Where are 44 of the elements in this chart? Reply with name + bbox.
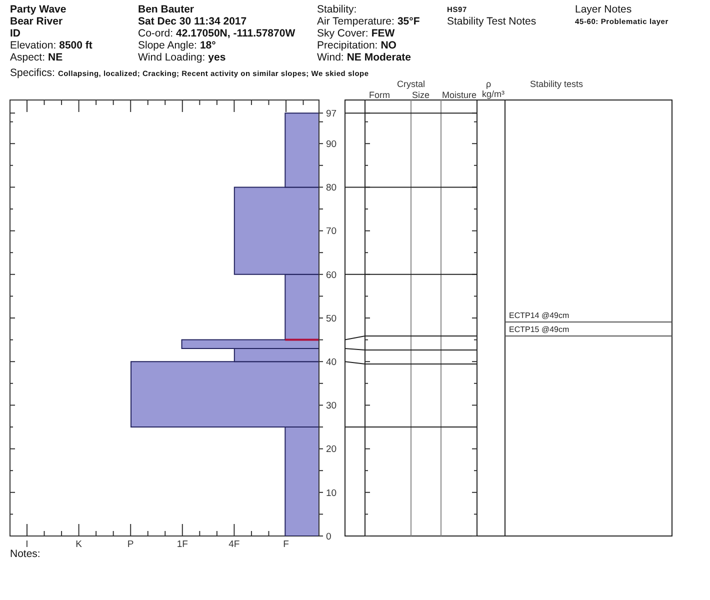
y-tick-label: 80: [326, 182, 337, 194]
text: Sky Cover: FEW: [317, 28, 395, 40]
text: Party Wave: [10, 4, 66, 16]
y-tick-label: 50: [326, 313, 337, 324]
y-tick-label: 40: [326, 356, 337, 368]
y-tick-label: 90: [326, 138, 337, 150]
y-tick-label: 0: [326, 531, 332, 542]
text: Form: [369, 90, 390, 100]
text: Sat Dec 30 11:34 2017: [138, 16, 247, 28]
text: Elevation: 8500 ft: [10, 40, 93, 52]
text: 1F: [176, 539, 188, 550]
text: ECTP15 @49cm: [509, 325, 570, 334]
text: Moisture: [442, 90, 477, 100]
y-tick-label: 97: [326, 108, 337, 120]
text: Stability Test Notes: [447, 16, 536, 28]
text: Air Temperature: 35°F: [317, 16, 420, 28]
y-tick-label: 20: [326, 444, 337, 456]
text: Wind: NE Moderate: [317, 52, 412, 64]
text: Bear River: [10, 16, 63, 28]
text: 4F: [228, 539, 240, 550]
y-tick-label: 60: [326, 270, 337, 281]
text: P: [127, 539, 134, 550]
text: ρ: [486, 79, 492, 89]
text: K: [76, 539, 83, 550]
text: Slope Angle: 18°: [138, 40, 216, 52]
text: Stability tests: [530, 79, 584, 89]
text: Size: [412, 90, 430, 100]
y-tick-label: 70: [326, 226, 337, 238]
text: Notes:: [10, 548, 40, 560]
text: I: [26, 539, 28, 550]
text: Wind Loading: yes: [138, 52, 226, 64]
text: Crystal: [397, 79, 426, 89]
y-tick-label: 10: [326, 488, 337, 499]
text: F: [283, 539, 290, 550]
text: Precipitation: NO: [317, 40, 396, 52]
text: Layer Notes: [575, 4, 632, 16]
text: Co-ord: 42.17050N, -111.57870W: [138, 28, 296, 40]
text: ECTP14 @49cm: [509, 311, 570, 320]
text: Ben Bauter: [138, 4, 194, 16]
text: kg/m³: [482, 89, 505, 99]
text: ID: [10, 28, 21, 40]
y-tick-label: 30: [326, 400, 337, 412]
text: Aspect: NE: [10, 52, 63, 64]
text: Stability:: [317, 4, 357, 16]
